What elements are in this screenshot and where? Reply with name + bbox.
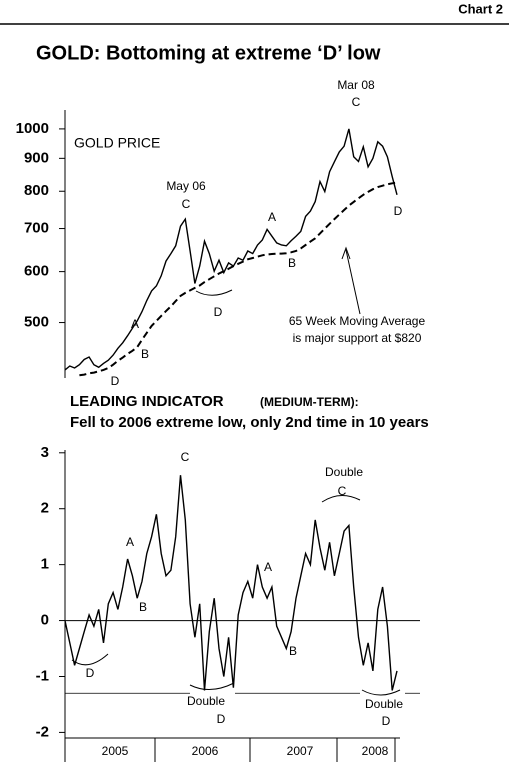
y-tick-label: 600 <box>24 263 49 280</box>
annotation: B <box>141 347 149 361</box>
annotation: C <box>338 484 347 498</box>
x-tick-label: 2006 <box>192 744 219 758</box>
ma-note: 65 Week Moving Average <box>289 314 426 328</box>
arrowhead <box>341 246 351 260</box>
annotation: D <box>111 374 120 388</box>
annotation: Double <box>325 465 363 479</box>
annotation: C <box>182 197 191 211</box>
y-tick-label: 3 <box>41 444 49 461</box>
y-tick-label: 700 <box>24 220 49 237</box>
series-line <box>79 181 398 377</box>
annotation: A <box>264 560 272 574</box>
annotation: Double <box>187 694 225 708</box>
annotation: is major support at $820 <box>293 331 422 345</box>
x-tick-label: 2007 <box>287 744 314 758</box>
annotation: C <box>181 450 190 464</box>
annotation: D <box>214 305 223 319</box>
annotation: A <box>268 210 276 224</box>
x-tick-label: 2008 <box>362 744 389 758</box>
y-tick-label: 0 <box>41 612 49 629</box>
annotation: C <box>352 95 361 109</box>
chart-title: GOLD: Bottoming at extreme ‘D’ low <box>36 42 381 64</box>
annotation: May 06 <box>166 179 206 193</box>
y-tick-label: 800 <box>24 182 49 199</box>
x-tick-label: 2005 <box>102 744 129 758</box>
y-tick-label: -2 <box>36 723 49 740</box>
annotation: Double <box>365 697 403 711</box>
series-line <box>64 128 398 371</box>
annotation: D <box>382 714 391 728</box>
annotation: B <box>288 256 296 270</box>
annotation: B <box>289 644 297 658</box>
y-tick-label: -1 <box>36 667 49 684</box>
y-tick-label: 900 <box>24 149 49 166</box>
annotation: D <box>394 204 403 218</box>
annotation: Mar 08 <box>337 78 375 92</box>
series-line <box>64 475 398 691</box>
arrow <box>345 249 361 315</box>
y-tick-label: 500 <box>24 314 49 331</box>
indicator-note: Fell to 2006 extreme low, only 2nd time … <box>70 414 429 431</box>
y-tick-label: 1000 <box>16 120 49 137</box>
annotation: D <box>217 712 226 726</box>
annotation: D <box>86 666 95 680</box>
series-label: GOLD PRICE <box>74 135 160 151</box>
indicator-title: LEADING INDICATOR <box>70 393 224 410</box>
indicator-subtitle: (MEDIUM-TERM): <box>260 395 359 409</box>
brackets <box>71 289 401 696</box>
annotation: A <box>131 317 139 331</box>
y-tick-label: 1 <box>41 556 49 573</box>
annotation: A <box>126 535 134 549</box>
chart-label: Chart 2 <box>458 1 503 16</box>
y-tick-label: 2 <box>41 500 49 517</box>
annotation: B <box>139 600 147 614</box>
